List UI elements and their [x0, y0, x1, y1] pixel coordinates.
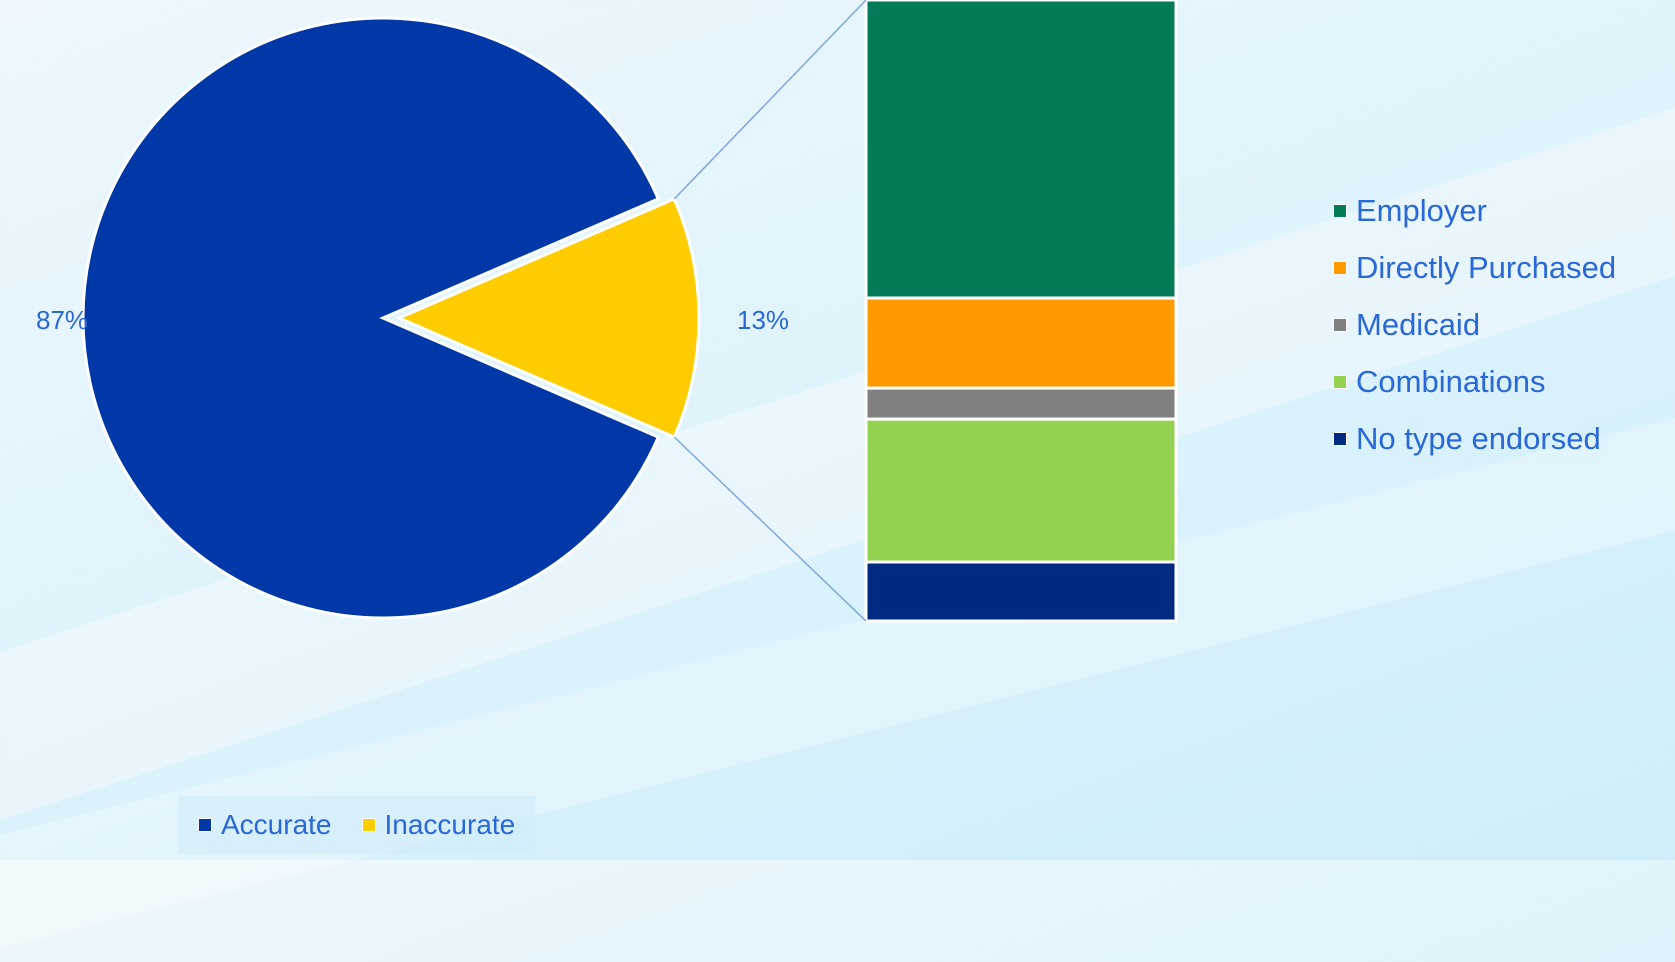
legend-label: Medicaid [1356, 306, 1481, 342]
legend-swatch [1333, 260, 1347, 275]
data-label-accurate: 87% [36, 305, 88, 335]
pie-legend: Accurate Inaccurate [178, 796, 536, 854]
legend-item-medicaid: Medicaid [1333, 296, 1616, 353]
data-label-inaccurate: 13% [737, 305, 789, 335]
legend-swatch [1333, 317, 1347, 332]
legend-item-inaccurate: Inaccurate [361, 809, 516, 841]
legend-swatch [198, 818, 212, 832]
legend-swatch [361, 818, 376, 832]
bar-segment-medicaid [864, 386, 1178, 421]
legend-swatch [1333, 431, 1347, 446]
legend-label: No type endorsed [1356, 420, 1601, 456]
legend-item-directly-purchased: Directly Purchased [1333, 239, 1616, 296]
legend-item-no-type-endorsed: No type endorsed [1333, 410, 1616, 467]
legend-item-accurate: Accurate [198, 809, 332, 841]
legend-swatch [1333, 203, 1347, 218]
connector-line-bottom [673, 436, 867, 622]
legend-swatch [1333, 374, 1347, 389]
breakdown-legend: Employer Directly Purchased Medicaid Com… [1333, 182, 1616, 467]
bar-segment-no-type-endorsed [864, 560, 1178, 623]
legend-label: Directly Purchased [1356, 249, 1617, 285]
legend-label: Inaccurate [384, 809, 516, 840]
legend-label: Combinations [1356, 363, 1546, 399]
pie-slice-inaccurate [395, 196, 701, 440]
legend-label: Accurate [221, 809, 332, 840]
legend-item-combinations: Combinations [1333, 353, 1616, 410]
bar-segment-directly-purchased [864, 296, 1178, 390]
bar-of-pie-chart: 87% 13% [36, 0, 1178, 623]
pie-slice-accurate [81, 16, 661, 620]
connector-line-top [673, 0, 867, 200]
bar-segment-employer [864, 0, 1178, 300]
bar-segment-combinations [864, 417, 1178, 564]
legend-item-employer: Employer [1333, 182, 1616, 239]
legend-label: Employer [1356, 192, 1487, 228]
